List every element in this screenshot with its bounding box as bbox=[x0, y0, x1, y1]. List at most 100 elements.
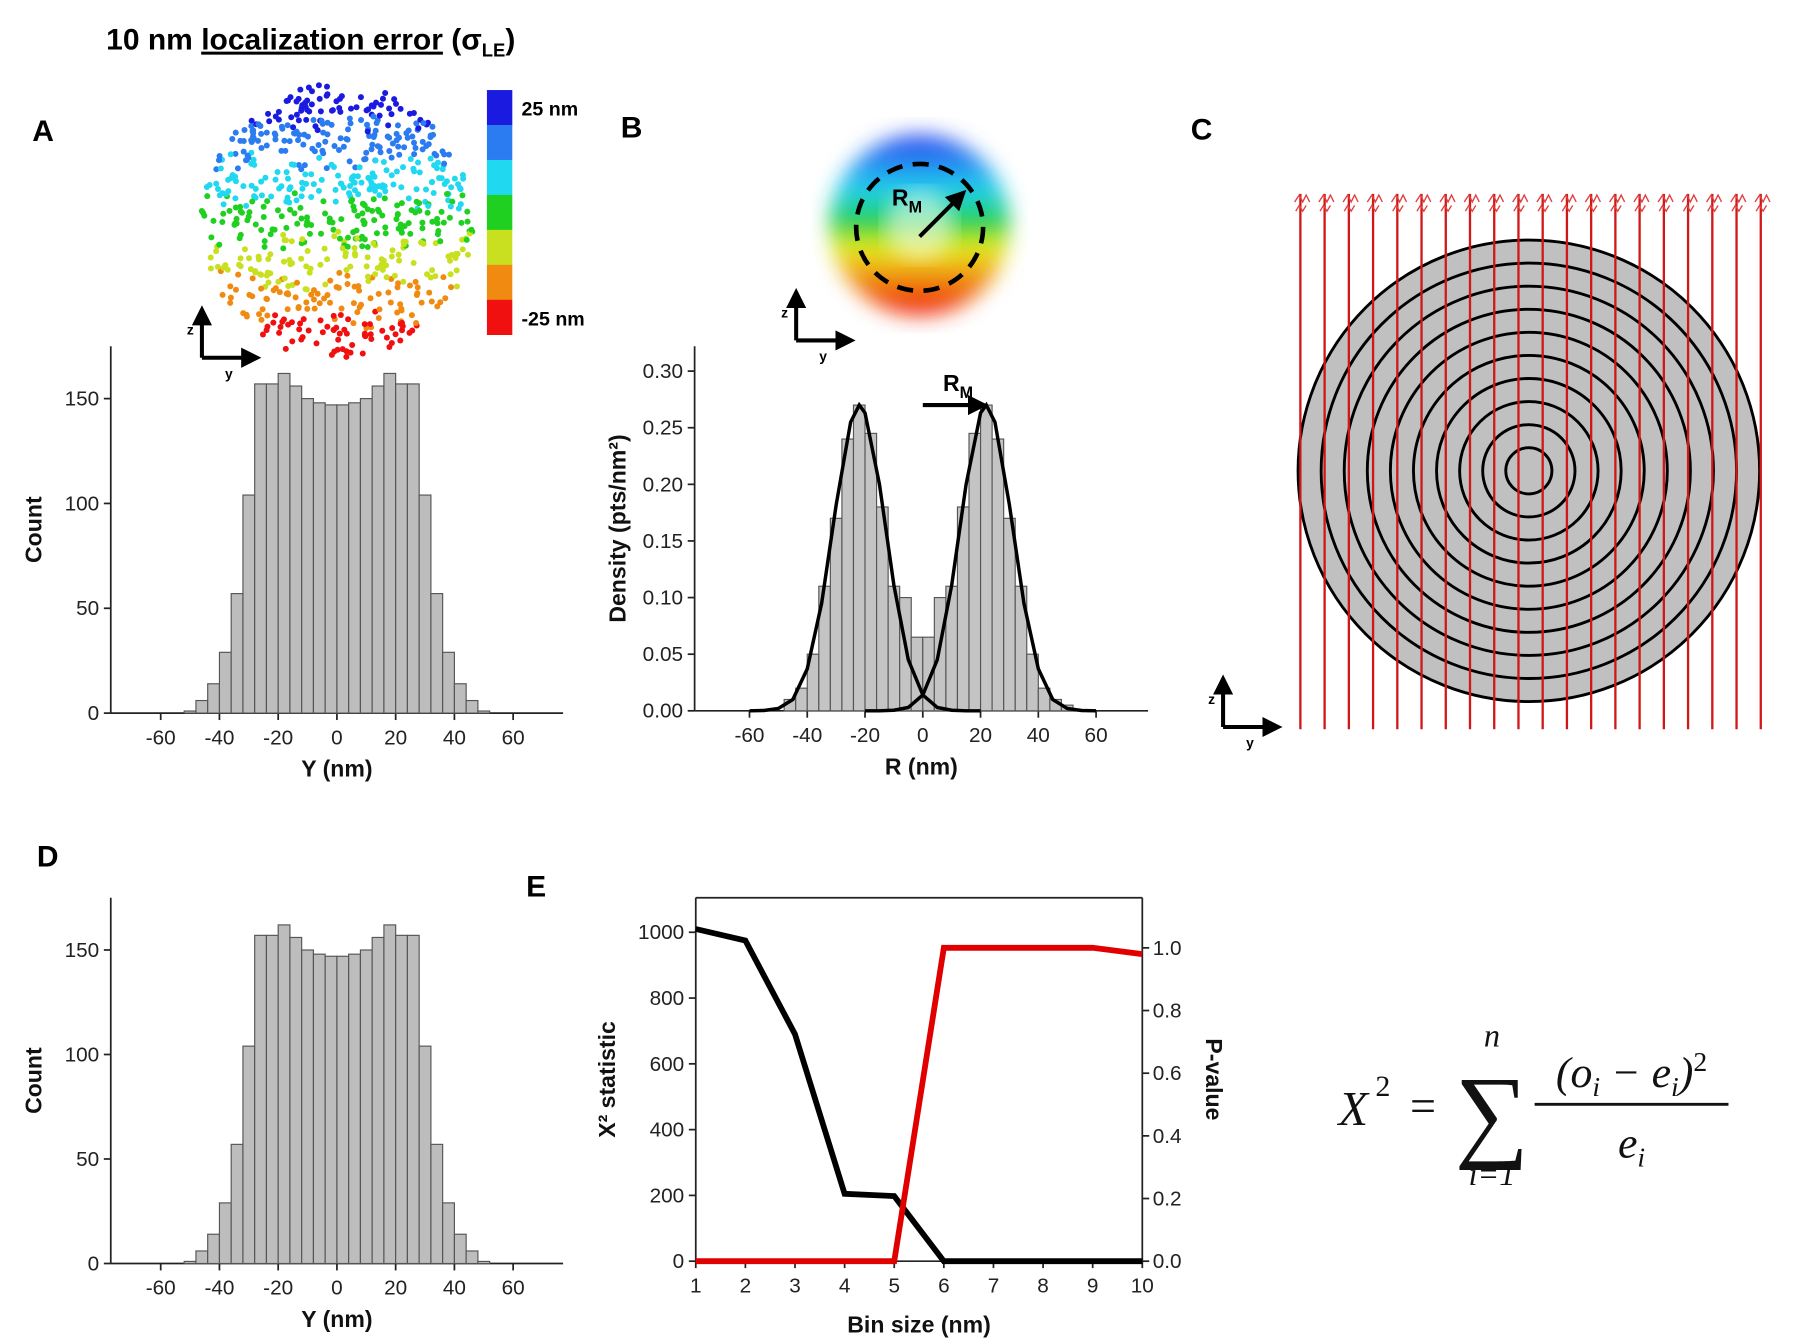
histogram-bar bbox=[1026, 653, 1039, 712]
scatter-dot bbox=[368, 179, 375, 186]
histogram-bar bbox=[312, 402, 326, 714]
scatter-dot bbox=[376, 112, 383, 119]
scatter-dot bbox=[393, 216, 400, 223]
bin-tag bbox=[1318, 193, 1335, 213]
scatter-dot bbox=[327, 277, 334, 284]
bin-tag bbox=[1681, 193, 1698, 213]
scatter-dot bbox=[288, 238, 295, 245]
scatter-dot bbox=[353, 104, 360, 111]
title-part: localization error bbox=[201, 24, 443, 57]
scatter-dot bbox=[315, 82, 322, 89]
scatter-dot bbox=[204, 193, 211, 200]
histogram-bar bbox=[218, 1202, 232, 1265]
scatter-dot bbox=[324, 256, 331, 263]
y2-tick-label: 0.4 bbox=[1153, 1125, 1182, 1148]
scatter-dot bbox=[430, 189, 437, 196]
glyph-label: z bbox=[781, 304, 788, 320]
panel-label: C bbox=[1191, 114, 1213, 147]
scatter-dot bbox=[342, 249, 349, 256]
scatter-dot bbox=[332, 198, 339, 205]
scatter-dot bbox=[358, 117, 365, 124]
scatter-dot bbox=[384, 133, 391, 140]
scatter-dot bbox=[370, 196, 377, 203]
bin-tag bbox=[1584, 193, 1602, 213]
formula-part: e bbox=[1618, 1119, 1637, 1167]
scatter-dot bbox=[321, 245, 328, 252]
histogram-bar bbox=[301, 949, 315, 1265]
scatter-dot bbox=[249, 293, 256, 300]
x-tick-label: 20 bbox=[384, 1277, 407, 1300]
scatter-dot bbox=[351, 207, 358, 214]
scatter-dot bbox=[298, 193, 305, 200]
scatter-dot bbox=[258, 192, 265, 199]
scatter-dot bbox=[330, 312, 337, 319]
binning-diagram bbox=[1294, 193, 1771, 730]
x-tick-label: -60 bbox=[734, 724, 764, 747]
scatter-dot bbox=[355, 283, 362, 290]
x-tick-label: 2 bbox=[740, 1274, 752, 1297]
scatter-dot bbox=[382, 188, 389, 195]
scatter-dot bbox=[365, 278, 372, 285]
scatter-dot bbox=[274, 207, 281, 214]
scatter-dot bbox=[318, 117, 325, 124]
formula-part: n bbox=[1484, 1018, 1500, 1054]
glyph-label: z bbox=[187, 322, 194, 338]
scatter-dot bbox=[282, 147, 289, 154]
scatter-dot bbox=[234, 165, 241, 172]
scatter-dot bbox=[399, 323, 406, 330]
scatter-dot bbox=[416, 207, 423, 214]
scatter-dot bbox=[440, 219, 447, 226]
scatter-dot bbox=[293, 111, 300, 118]
scatter-dot bbox=[341, 326, 348, 333]
scatter-dot bbox=[367, 295, 374, 302]
scatter-dot bbox=[413, 320, 420, 326]
scatter-dot bbox=[414, 284, 421, 291]
glyph-label: y bbox=[819, 348, 827, 364]
scatter-dot bbox=[283, 237, 290, 244]
scatter-dot bbox=[359, 350, 366, 357]
y2-axis-label: P-value bbox=[1201, 1038, 1227, 1120]
scatter-dot bbox=[298, 215, 305, 222]
scatter-dot bbox=[386, 105, 393, 112]
y-tick-label: 100 bbox=[65, 1043, 100, 1066]
scatter-dot bbox=[395, 251, 402, 258]
scatter-dot bbox=[248, 182, 255, 189]
scatter-dot bbox=[304, 248, 311, 254]
x-tick-label: -20 bbox=[263, 726, 293, 749]
scatter-dot bbox=[338, 305, 345, 312]
title-part: ) bbox=[505, 24, 515, 57]
scatter-dot bbox=[308, 193, 315, 200]
scatter-dot bbox=[252, 221, 259, 228]
scatter-dot bbox=[207, 254, 214, 261]
scatter-dot bbox=[306, 230, 313, 237]
scatter-dot bbox=[394, 309, 401, 316]
scatter-dot bbox=[294, 279, 300, 286]
scatter-dot bbox=[216, 157, 222, 164]
scatter-dot bbox=[246, 255, 252, 262]
scatter-dot bbox=[316, 95, 323, 102]
scatter-dot bbox=[364, 273, 371, 280]
scatter-dot bbox=[351, 187, 358, 194]
y-tick-label: 600 bbox=[650, 1053, 685, 1076]
histogram-bar bbox=[991, 438, 1005, 712]
scatter-dot bbox=[343, 353, 350, 360]
scatter-dot bbox=[379, 266, 386, 273]
scatter-dot bbox=[459, 171, 466, 178]
scatter-dot bbox=[416, 169, 423, 176]
scatter-dot bbox=[369, 141, 376, 148]
histogram-bar bbox=[979, 404, 993, 712]
scatter-dot bbox=[397, 301, 404, 308]
scatter-dot bbox=[232, 129, 239, 136]
scatter-dot bbox=[227, 151, 234, 158]
scatter-dot bbox=[294, 220, 301, 227]
scatter-dot bbox=[386, 147, 393, 154]
scatter-dot bbox=[303, 116, 310, 123]
scatter-dot bbox=[366, 321, 373, 328]
glyph-label: y bbox=[225, 366, 233, 382]
ring-bin bbox=[1458, 400, 1600, 542]
scatter-dot bbox=[335, 172, 342, 179]
y-tick-label: 1000 bbox=[638, 921, 684, 944]
scatter-dot bbox=[406, 282, 413, 289]
colorbar-label: -25 nm bbox=[522, 308, 585, 330]
